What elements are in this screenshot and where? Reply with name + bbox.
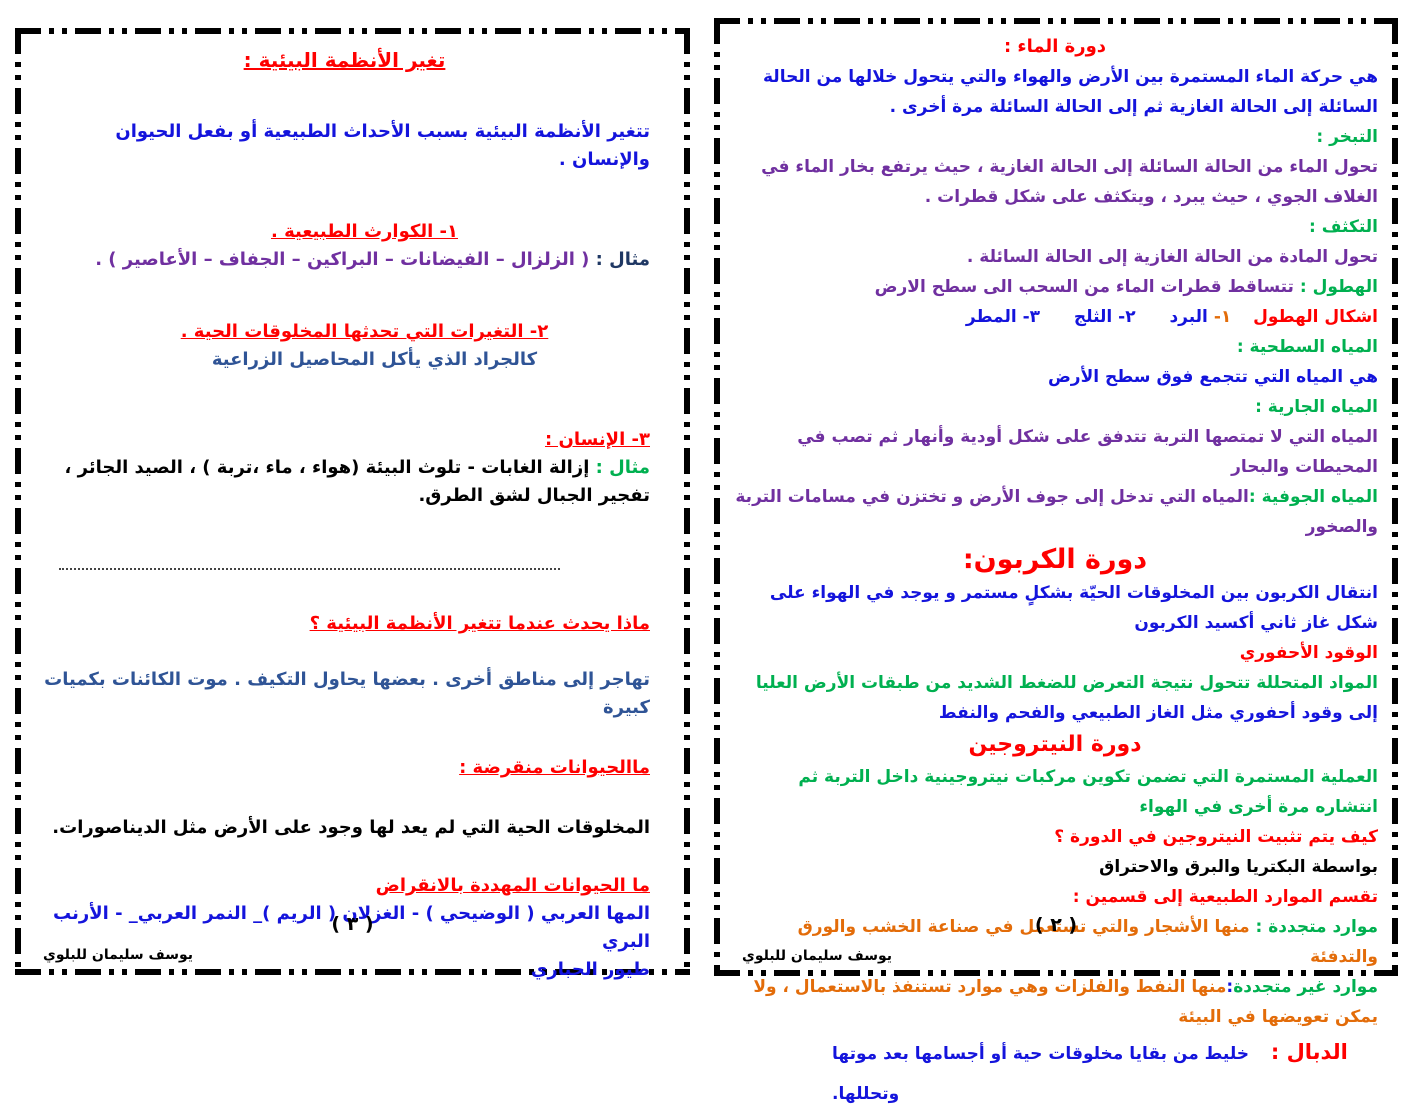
nonrenewable-colon: : (1226, 977, 1234, 997)
humus-text: خليط من بقايا مخلوقات حية أو أجسامها بعد… (832, 1044, 1250, 1104)
answer-endangered-line2: طيور الحباري (530, 959, 650, 980)
worksheet-canvas: { "colors": { "red": "#fe0000", "blue": … (15, 18, 1398, 1104)
heading-human: ٣- الإنسان : (545, 429, 650, 450)
question-extinct-animals: ماالحيوانات منقرضة : (459, 757, 650, 778)
precipitation-text: تتساقط قطرات الماء من السحب الى سطح الار… (874, 277, 1294, 297)
carbon-cycle-text: انتقال الكربون بين المخلوقات الحيّة بشكل… (769, 583, 1378, 633)
renewable-resources-line: موارد متجددة : منها الأشجار والتي تستعمل… (732, 912, 1378, 972)
page-number: ( ٢ ) (1034, 914, 1078, 936)
fossil-fuel-text-2: إلى وقود أحفوري مثل الغاز الطبيعي والفحم… (938, 703, 1378, 723)
question-what-happens: ماذا يحدث عندما تتغير الأنظمة البيئية ؟ (309, 613, 650, 634)
form-3-item: المطر (965, 307, 1017, 327)
answer-endangered-line1: المها العربي ( الوضيحي ) - الغزلان ( الر… (53, 903, 650, 952)
nitrogen-cycle-text: العملية المستمرة التي تضمن تكوين مركبات … (798, 767, 1378, 817)
page-number: ( ٣ ) (331, 913, 374, 935)
groundwater-line: المياه الجوفية :المياه التي تدخل إلى جوف… (732, 482, 1378, 542)
dotted-separator (59, 568, 560, 570)
author-footer: يوسف سليمان للبلوي (742, 948, 893, 964)
form-2-item: الثلج (1073, 307, 1113, 327)
page-3: تغير الأنظمة البيئية : تتغير الأنظمة الب… (15, 28, 690, 980)
page-border-bottom (714, 970, 1398, 976)
ecosystem-change-intro: تتغير الأنظمة البيئية بسبب الأحداث الطبي… (115, 121, 650, 170)
question-endangered-animals: ما الحيوانات المهددة بالانقراض (375, 875, 650, 896)
heading-living-creature-changes: ٢- التغيرات التي تحدثها المخلوقات الحية … (180, 321, 549, 342)
author-footer: يوسف سليمان للبلوي (43, 947, 194, 963)
running-water-label: المياه الجارية : (1255, 397, 1378, 417)
carbon-cycle-title: دورة الكربون: (962, 544, 1148, 575)
page-border-left (714, 18, 720, 976)
natural-resources-heading: تقسم الموارد الطبيعية إلى قسمين : (1072, 887, 1378, 907)
running-water-text: المياه التي لا تمتصها التربة تتدفق على ش… (797, 427, 1378, 477)
human-example: مثال : إزالة الغابات - تلوث البيئة (هواء… (39, 454, 650, 510)
surface-water-label: المياه السطحية : (1236, 337, 1378, 357)
page-2-content: دورة الماء : هي حركة الماء المستمرة بين … (724, 26, 1388, 1104)
page-border-right (1392, 18, 1398, 976)
natural-disasters-example: مثال : ( الزلزال – الفيضانات – البراكين … (39, 246, 650, 274)
nitrogen-fixation-question: كيف يتم تثبيت النيتروجين في الدورة ؟ (1054, 827, 1378, 847)
page-3-content: تغير الأنظمة البيئية : تتغير الأنظمة الب… (25, 36, 680, 980)
nitrogen-cycle-title: دورة النيتروجين (968, 732, 1142, 757)
humus-label: الدبال : (1270, 1040, 1348, 1064)
nonrenewable-label: موارد غير متجددة (1233, 977, 1378, 997)
page-border-left (15, 28, 21, 975)
answer-extinct-animals: المخلوقات الحية التي لم يعد لها وجود على… (52, 817, 650, 838)
evaporation-label: التبخر : (1316, 127, 1378, 147)
humus-line: الدبال : خليط من بقايا مخلوقات حية أو أج… (732, 1032, 1378, 1114)
condensation-text: تحول المادة من الحالة الغازية إلى الحالة… (966, 247, 1378, 267)
example-text: إزالة الغابات - تلوث البيئة (هواء ، ماء … (64, 457, 650, 506)
page-border-top (15, 28, 690, 34)
precipitation-forms-line: اشكال الهطول ١- البرد ٢- الثلج ٣- المطر (732, 302, 1378, 332)
fossil-fuel-label: الوقود الأحفوري (1239, 643, 1378, 663)
example-label: مثال : (595, 249, 650, 270)
evaporation-text: تحول الماء من الحالة السائلة إلى الحالة … (761, 157, 1378, 207)
form-3-number: ٣- (1022, 307, 1041, 327)
answer-what-happens: تهاجر إلى مناطق أخرى . بعضها يحاول التكي… (44, 669, 650, 718)
water-cycle-definition: هي حركة الماء المستمرة بين الأرض والهواء… (763, 67, 1378, 117)
locust-example-text: كالجراد الذي يأكل المحاصيل الزراعية (211, 349, 538, 370)
heading-natural-disasters: ١- الكوارث الطبيعية . (271, 221, 458, 242)
page-2: دورة الماء : هي حركة الماء المستمرة بين … (714, 18, 1398, 1104)
page-border-bottom (15, 969, 690, 975)
groundwater-label: المياه الجوفية : (1248, 487, 1378, 507)
renewable-text: منها الأشجار والتي تستعمل في صناعة الخشب… (797, 917, 1378, 967)
precipitation-label: الهطول : (1299, 277, 1378, 297)
form-2-number: ٢- (1118, 307, 1136, 327)
example-label: مثال : (595, 457, 650, 478)
example-text: ( الزلزال – الفيضانات – البراكين – الجفا… (95, 249, 590, 270)
fossil-fuel-text-1: المواد المتحللة تتحول نتيجة التعرض للضغط… (755, 673, 1378, 693)
water-cycle-title: دورة الماء : (1003, 36, 1107, 57)
groundwater-text: المياه التي تدخل إلى جوف الأرض و تختزن ف… (735, 487, 1378, 537)
ecosystem-change-title: تغير الأنظمة البيئية : (243, 48, 446, 72)
nitrogen-fixation-answer: بواسطة البكتريا والبرق والاحتراق (1099, 857, 1378, 877)
precipitation-line: الهطول : تتساقط قطرات الماء من السحب الى… (732, 272, 1378, 302)
renewable-label: موارد متجددة : (1255, 917, 1378, 937)
form-1-item: البرد (1169, 307, 1208, 327)
precipitation-forms-label: اشكال الهطول (1253, 307, 1378, 327)
page-border-right (684, 28, 690, 975)
nonrenewable-resources-line: موارد غير متجددة:منها النفط والفلزات وهي… (732, 972, 1378, 1032)
form-1-number: ١- (1213, 307, 1232, 327)
condensation-label: التكثف : (1309, 217, 1378, 237)
surface-water-text: هي المياه التي تتجمع فوق سطح الأرض (1047, 367, 1378, 387)
page-border-top (714, 18, 1398, 24)
